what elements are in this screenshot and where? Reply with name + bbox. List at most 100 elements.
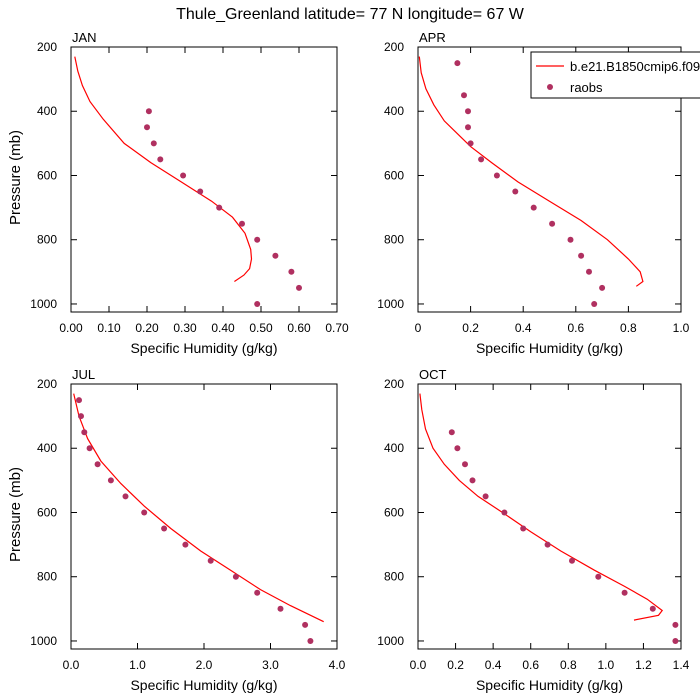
x-axis-label: Specific Humidity (g/kg)	[130, 677, 277, 693]
x-tick-label: 0	[415, 321, 422, 335]
raobs-point	[549, 220, 556, 227]
panel-label: JAN	[72, 30, 97, 45]
legend-obs-swatch	[547, 84, 553, 90]
raobs-point	[465, 124, 471, 131]
raobs-point	[81, 429, 88, 436]
panel-label: OCT	[419, 367, 447, 382]
y-tick-label: 600	[384, 168, 404, 182]
raobs-point	[672, 621, 679, 628]
panel-oct: 0.0 0.2 0.4 0.6 0.8 1.0 1.2 1.4 200 400 600 800 1000…	[377, 367, 689, 693]
x-axis-label: Specific Humidity (g/kg)	[476, 340, 623, 356]
y-tick-label: 200	[384, 377, 404, 391]
raobs-point	[254, 236, 261, 243]
raobs-point	[478, 156, 485, 163]
raobs-point	[569, 557, 575, 564]
raobs-point	[567, 236, 574, 243]
x-tick-label: 4.0	[329, 658, 346, 672]
raobs-point	[461, 92, 467, 99]
x-tick-label: 0.0	[63, 658, 80, 672]
model-profile-line	[419, 393, 664, 621]
raobs-point	[482, 493, 489, 500]
y-axis-label: Pressure (mb)	[7, 467, 24, 562]
x-tick-label: 0.40	[211, 321, 235, 335]
raobs-point	[144, 124, 150, 131]
raobs-point	[157, 156, 164, 163]
panels-group: 0.0 0 0.10 0.20 0.30 0.40 0.50 0.60 0.70 200 400 60…	[7, 30, 690, 693]
x-tick-label: 0.30	[173, 321, 197, 335]
x-tick-label: 0.4	[515, 321, 532, 335]
raobs-point	[454, 60, 461, 67]
y-tick-label: 800	[384, 233, 404, 247]
x-tick-label: 0.8	[560, 658, 577, 672]
raobs-point	[197, 188, 204, 195]
y-tick-label: 1000	[377, 634, 404, 648]
x-tick-label: 1.0	[598, 658, 615, 672]
plot-frame	[417, 46, 682, 313]
raobs-point	[544, 541, 551, 548]
y-tick-label: 200	[37, 377, 57, 391]
raobs-point	[254, 301, 261, 307]
x-axis-label: Specific Humidity (g/kg)	[476, 677, 623, 693]
legend-model-label: b.e21.B1850cmip6.f09	[570, 59, 700, 74]
raobs-point	[76, 397, 82, 404]
panel-label: JUL	[72, 367, 95, 382]
raobs-point	[512, 188, 519, 195]
y-tick-label: 600	[37, 505, 57, 519]
y-tick-label: 400	[384, 441, 404, 455]
raobs-point	[94, 461, 101, 468]
raobs-point	[454, 445, 461, 452]
x-tick-label: 0.20	[135, 321, 159, 335]
raobs-point	[277, 605, 284, 612]
x-tick-label: 0.70	[325, 321, 349, 335]
x-tick-label: 0.0	[410, 658, 427, 672]
raobs-point	[493, 172, 500, 179]
x-tick-label: 0.60	[287, 321, 311, 335]
raobs-point	[122, 493, 129, 500]
model-profile-line	[74, 56, 253, 282]
x-tick-label: 1.0	[673, 321, 690, 335]
raobs-point	[239, 220, 245, 227]
raobs-point	[107, 477, 114, 484]
x-tick-label: 2.0	[196, 658, 213, 672]
raobs-point	[207, 557, 214, 564]
raobs-point	[595, 573, 602, 580]
plot-frame	[417, 383, 682, 650]
raobs-point	[150, 140, 157, 147]
x-tick-label: 0.10	[97, 321, 121, 335]
x-tick-label: 1.4	[673, 658, 690, 672]
panel-apr: 0 0.2 0.4 0.6 0.8 1.0 200 400 600 800 1000 APR Speci…	[377, 30, 689, 356]
plot-frame	[70, 46, 338, 313]
legend-obs-label: raobs	[570, 80, 603, 95]
x-axis-label: Specific Humidity (g/kg)	[130, 340, 277, 356]
x-tick-label: 0.8	[620, 321, 637, 335]
raobs-point	[469, 477, 476, 484]
raobs-point	[288, 268, 295, 275]
y-tick-label: 1000	[30, 634, 57, 648]
y-tick-label: 800	[384, 570, 404, 584]
raobs-point	[649, 605, 656, 612]
raobs-point	[145, 108, 152, 115]
raobs-point	[591, 301, 598, 307]
panel-label: APR	[419, 30, 446, 45]
legend: b.e21.B1850cmip6.f09 raobs	[530, 51, 700, 99]
raobs-point	[296, 284, 302, 291]
x-tick-label: 1.2	[635, 658, 652, 672]
raobs-point	[467, 140, 474, 147]
x-tick-label: 0.50	[249, 321, 273, 335]
raobs-point	[180, 172, 187, 179]
x-tick-label: 3.0	[262, 658, 279, 672]
raobs-point	[465, 108, 471, 115]
raobs-point	[141, 509, 148, 516]
raobs-point	[216, 204, 223, 211]
y-tick-label: 600	[384, 505, 404, 519]
y-tick-label: 800	[37, 570, 57, 584]
x-tick-label: 0.2	[462, 321, 479, 335]
raobs-point	[599, 284, 606, 291]
panel-jan: 0.00 0.10 0.20 0.30 0.40 0.50 0.60 0.70 200 400 60…	[7, 30, 349, 356]
x-tick-label: 0.4	[485, 658, 502, 672]
raobs-point	[520, 525, 527, 532]
raobs-point	[182, 541, 189, 548]
x-tick-label: 0.2	[447, 658, 464, 672]
raobs-point	[78, 413, 84, 420]
